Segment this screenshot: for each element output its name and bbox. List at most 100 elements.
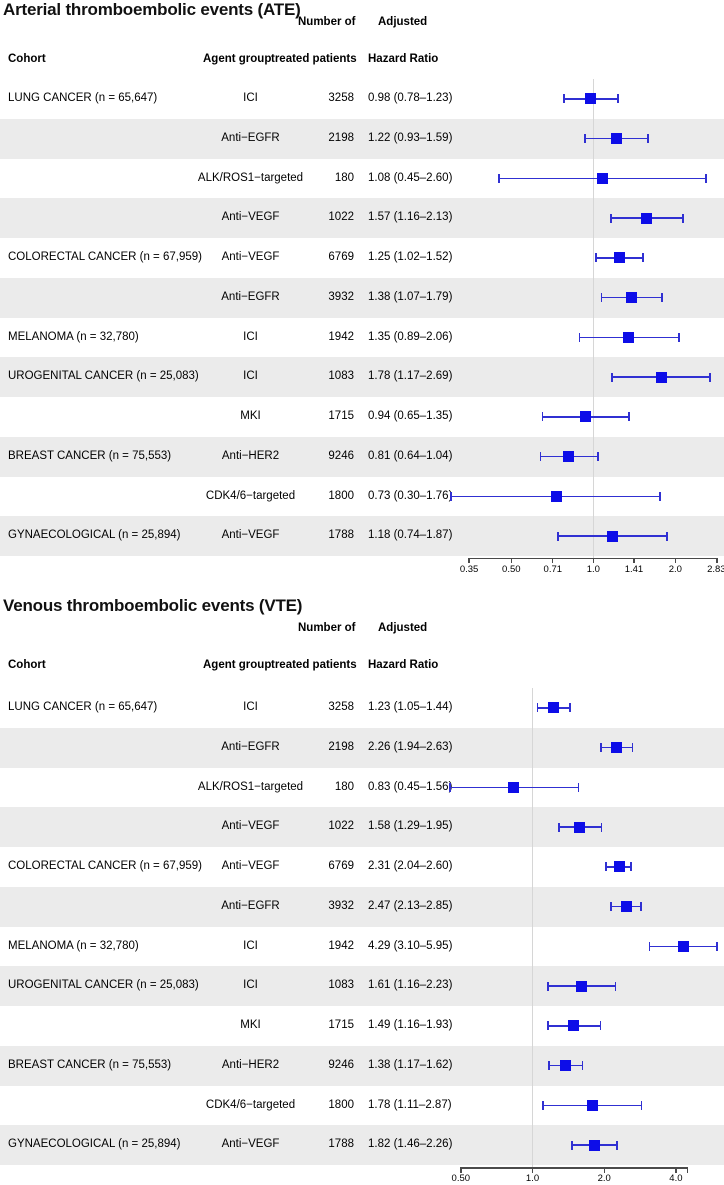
treated-patients-value: 1022	[328, 211, 354, 224]
ci-upper-cap	[705, 173, 708, 183]
vte-title: Venous thromboembolic events (VTE)	[3, 596, 303, 615]
x-axis-tick	[715, 557, 718, 563]
hazard-ratio-marker	[641, 212, 653, 224]
hazard-ratio-value: 1.61 (1.16–2.23)	[368, 979, 453, 992]
x-axis-tick-label: 2.83	[707, 563, 724, 575]
ci-lower-cap	[556, 531, 559, 541]
hazard-ratio-value: 1.38 (1.07–1.79)	[368, 290, 453, 303]
ci-lower-cap	[542, 1100, 545, 1110]
hazard-ratio-marker	[620, 901, 632, 913]
col-header-cohort: Cohort	[8, 659, 46, 671]
treated-patients-value: 1942	[328, 330, 354, 343]
agent-group-label: ICI	[243, 701, 258, 713]
treated-patients-value: 1083	[328, 370, 354, 383]
hazard-ratio-value: 4.29 (3.10–5.95)	[368, 939, 453, 952]
x-axis-tick-label: 0.50	[502, 563, 521, 575]
col-header-treated-patients: treated patients	[271, 53, 357, 65]
x-axis-tick	[510, 557, 512, 563]
col-header-number-of: Number of	[298, 16, 356, 28]
ci-upper-cap	[659, 491, 661, 501]
cohort-label: GYNAECOLOGICAL (n = 25,894)	[8, 1138, 181, 1151]
row-stripe	[0, 886, 724, 927]
agent-group-label: Anti−VEGF	[221, 820, 280, 833]
ci-upper-cap	[641, 253, 644, 263]
cohort-label: COLORECTAL CANCER (n = 67,959)	[8, 860, 202, 872]
col-header-agent-group: Agent group	[203, 53, 272, 65]
ci-upper-cap	[666, 531, 669, 541]
cohort-label: GYNAECOLOGICAL (n = 25,894)	[8, 529, 181, 542]
ci-lower-cap	[611, 372, 613, 382]
hazard-ratio-marker	[611, 742, 623, 754]
cohort-label: MELANOMA (n = 32,780)	[8, 939, 139, 952]
row-stripe	[0, 436, 724, 477]
hazard-ratio-marker	[574, 821, 586, 833]
agent-group-label: ALK/ROS1−targeted	[197, 780, 304, 793]
x-axis-tick	[603, 1167, 605, 1173]
cohort-label: BREAST CANCER (n = 75,553)	[8, 449, 172, 462]
ci-lower-cap	[600, 293, 603, 303]
treated-patients-value: 1788	[328, 529, 354, 542]
hazard-ratio-marker	[611, 133, 623, 145]
ci-lower-cap	[539, 452, 542, 462]
treated-patients-value: 180	[334, 780, 354, 793]
agent-group-label: Anti−EGFR	[221, 899, 280, 912]
hazard-ratio-value: 1.35 (0.89–2.06)	[368, 330, 453, 343]
ci-lower-cap	[563, 94, 565, 104]
hazard-ratio-value: 1.22 (0.93–1.59)	[368, 131, 453, 144]
x-axis-tick-label: 0.35	[459, 563, 479, 575]
cohort-label: LUNG CANCER (n = 65,647)	[8, 701, 158, 713]
hazard-ratio-value: 0.81 (0.64–1.04)	[368, 449, 453, 462]
ci-lower-cap	[605, 862, 608, 872]
cohort-label: COLORECTAL CANCER (n = 67,959)	[8, 251, 202, 263]
hazard-ratio-value: 0.73 (0.30–1.76)	[368, 489, 453, 502]
hazard-ratio-value: 1.58 (1.29–1.95)	[368, 820, 453, 833]
hazard-ratio-value: 1.57 (1.16–2.13)	[368, 211, 453, 224]
col-header-hazard-ratio: Hazard Ratio	[368, 53, 439, 65]
agent-group-label: Anti−EGFR	[221, 290, 280, 303]
hazard-ratio-value: 1.38 (1.17–1.62)	[368, 1058, 453, 1071]
ci-lower-cap	[541, 412, 544, 422]
treated-patients-value: 1022	[328, 820, 354, 833]
cohort-label: MELANOMA (n = 32,780)	[8, 330, 139, 343]
col-header-adjusted: Adjusted	[378, 16, 428, 28]
agent-group-label: MKI	[240, 1019, 261, 1031]
ci-lower-cap	[547, 1061, 550, 1071]
agent-group-label: ICI	[243, 939, 258, 952]
col-header-adjusted: Adjusted	[378, 622, 428, 634]
hazard-ratio-value: 1.25 (1.02–1.52)	[368, 251, 453, 263]
hazard-ratio-marker	[588, 1139, 600, 1151]
hazard-ratio-value: 2.26 (1.94–2.63)	[368, 740, 453, 753]
ci-upper-cap	[631, 743, 634, 753]
treated-patients-value: 3932	[328, 899, 354, 912]
hazard-ratio-marker	[585, 93, 597, 105]
ate-forest-plot: Arterial thromboembolic events (ATE) Num…	[0, 0, 724, 575]
ci-upper-cap	[647, 134, 649, 144]
hazard-ratio-marker	[586, 1099, 598, 1111]
ci-upper-cap	[616, 94, 619, 104]
ci-upper-cap	[639, 902, 642, 912]
ci-lower-cap	[547, 981, 549, 991]
hazard-ratio-value: 1.78 (1.11–2.87)	[368, 1098, 452, 1111]
x-axis-tick-label: 1.41	[624, 563, 644, 575]
agent-group-label: CDK4/6−targeted	[205, 489, 296, 502]
ci-lower-cap	[498, 173, 500, 183]
hazard-ratio-marker	[607, 530, 619, 542]
x-axis-end-cap	[460, 1167, 463, 1173]
cohort-label: BREAST CANCER (n = 75,553)	[8, 1058, 172, 1071]
agent-group-label: ALK/ROS1−targeted	[197, 171, 304, 184]
hazard-ratio-value: 1.82 (1.46–2.26)	[368, 1138, 453, 1151]
ci-upper-cap	[597, 452, 599, 462]
ci-upper-cap	[627, 412, 630, 422]
x-axis-line	[460, 1167, 687, 1169]
cohort-label: LUNG CANCER (n = 65,647)	[8, 92, 158, 104]
agent-group-label: Anti−EGFR	[221, 740, 280, 753]
x-axis-end-cap	[687, 1167, 689, 1173]
hazard-ratio-marker	[550, 490, 562, 502]
ci-upper-cap	[581, 1061, 584, 1071]
reference-line-hr1	[531, 688, 534, 1167]
ci-lower-cap	[536, 703, 539, 713]
hazard-ratio-marker	[613, 861, 625, 873]
x-axis-tick-label: 2.0	[668, 563, 682, 575]
x-axis-tick	[468, 557, 470, 563]
